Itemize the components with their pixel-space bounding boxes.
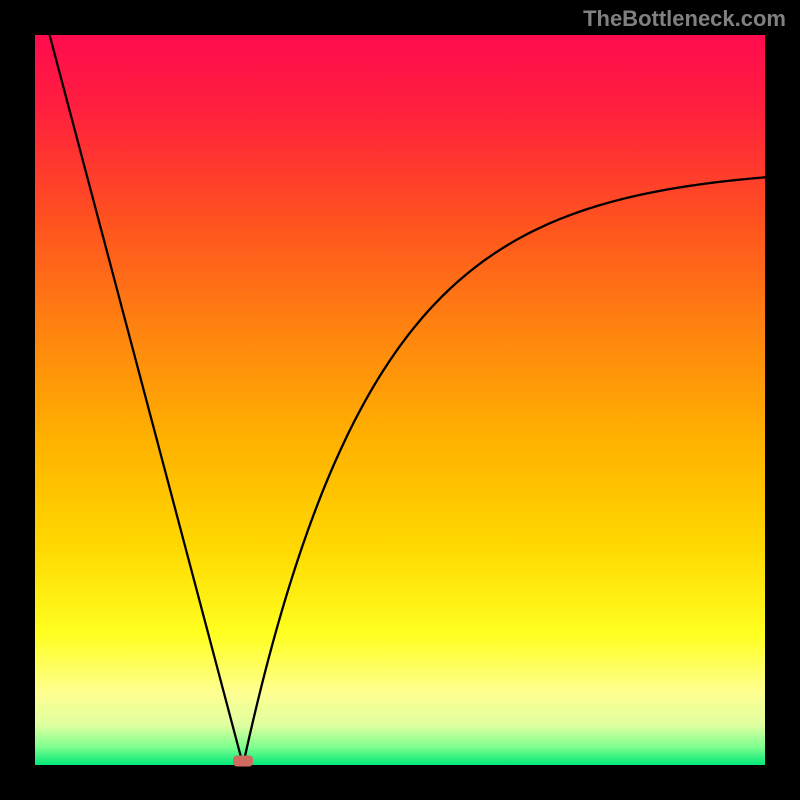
bottleneck-curve — [50, 35, 765, 765]
watermark-text: TheBottleneck.com — [583, 6, 786, 32]
vertex-marker — [233, 755, 253, 766]
chart-frame: TheBottleneck.com — [0, 0, 800, 800]
curve-layer — [35, 35, 765, 765]
plot-area — [35, 35, 765, 765]
